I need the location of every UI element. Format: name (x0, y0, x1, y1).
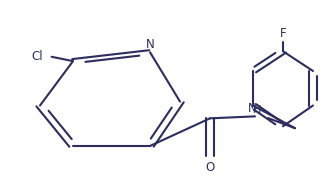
Text: O: O (205, 161, 215, 174)
Text: F: F (280, 27, 286, 40)
Text: H: H (253, 105, 262, 115)
Text: Cl: Cl (32, 50, 43, 63)
Text: N: N (146, 38, 154, 50)
Text: N: N (248, 102, 257, 115)
